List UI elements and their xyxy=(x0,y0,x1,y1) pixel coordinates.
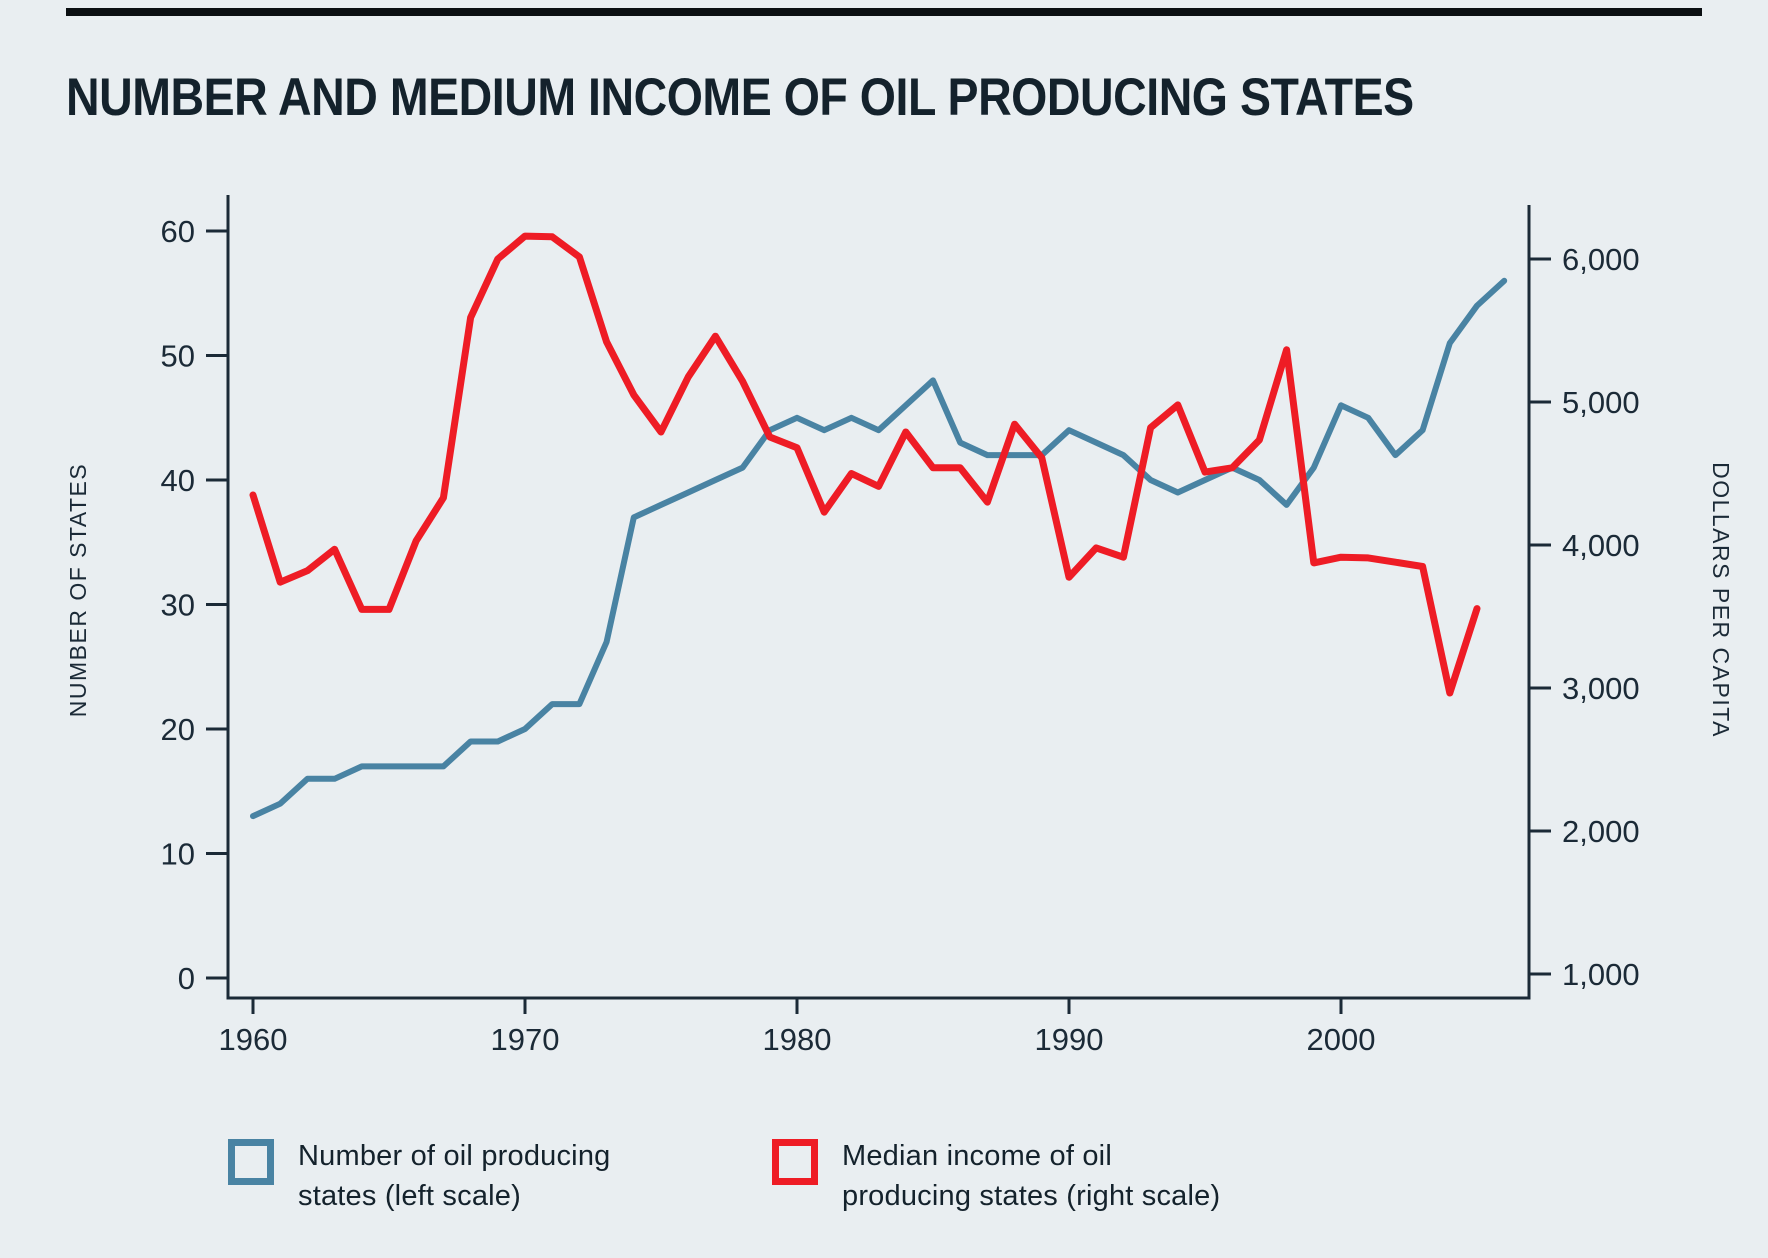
left-tick-label: 50 xyxy=(161,339,195,374)
left-tick-label: 0 xyxy=(178,961,195,996)
right-tick-label: 6,000 xyxy=(1562,242,1640,277)
legend-label-income-line1: Median income of oil xyxy=(842,1140,1112,1172)
legend-item-states: Number of oil producing states (left sca… xyxy=(228,1136,610,1216)
right-axis-title: DOLLARS PER CAPITA xyxy=(1708,462,1734,738)
income-line xyxy=(249,232,1481,697)
x-tick-label: 1980 xyxy=(763,1022,832,1057)
legend-label-income-line2: producing states (right scale) xyxy=(842,1180,1221,1212)
right-tick-label: 4,000 xyxy=(1562,528,1640,563)
right-tick-label: 3,000 xyxy=(1562,671,1640,706)
left-tick-label: 10 xyxy=(161,837,195,872)
x-tick-label: 1960 xyxy=(219,1022,288,1057)
legend-label-income: Median income of oil producing states (r… xyxy=(842,1136,1220,1216)
left-tick-label: 60 xyxy=(161,214,195,249)
right-tick-label: 2,000 xyxy=(1562,814,1640,849)
legend-swatch-states-icon xyxy=(228,1139,274,1185)
x-tick-label: 1990 xyxy=(1035,1022,1104,1057)
states-line xyxy=(250,277,1508,820)
legend-label-states-line2: states (left scale) xyxy=(298,1180,521,1212)
right-tick-label: 5,000 xyxy=(1562,385,1640,420)
legend-swatch-income-icon xyxy=(772,1139,818,1185)
left-tick-label: 40 xyxy=(161,463,195,498)
left-tick-label: 30 xyxy=(161,588,195,623)
legend-item-income: Median income of oil producing states (r… xyxy=(772,1136,1220,1216)
legend-label-states: Number of oil producing states (left sca… xyxy=(298,1136,610,1216)
left-axis-title: NUMBER OF STATES xyxy=(65,463,91,717)
top-rule xyxy=(66,8,1702,16)
right-tick-label: 1,000 xyxy=(1562,957,1640,992)
x-tick-label: 2000 xyxy=(1307,1022,1376,1057)
page-title: NUMBER AND MEDIUM INCOME OF OIL PRODUCIN… xyxy=(66,67,1414,127)
x-tick-label: 1970 xyxy=(491,1022,560,1057)
legend-label-states-line1: Number of oil producing xyxy=(298,1140,611,1172)
left-tick-label: 20 xyxy=(161,712,195,747)
